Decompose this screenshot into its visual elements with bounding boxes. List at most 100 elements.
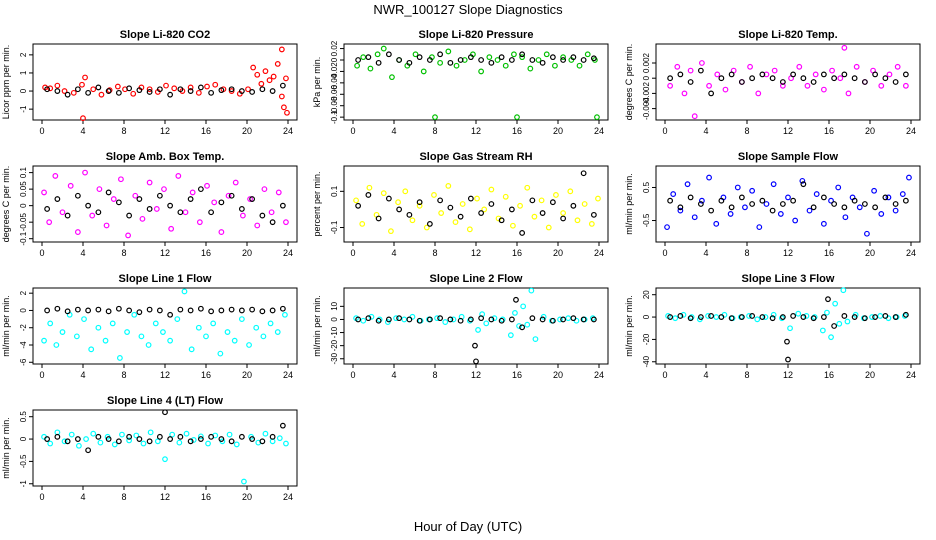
plot-frame (655, 43, 921, 121)
data-point (118, 176, 124, 183)
data-point (677, 313, 684, 319)
x-tick-label: 12 (783, 370, 793, 380)
series-gas (42, 61, 290, 116)
data-point (667, 75, 674, 82)
data-point (254, 71, 261, 78)
data-point (560, 57, 567, 63)
data-point (105, 189, 112, 196)
data-point (44, 436, 51, 442)
data-point (502, 193, 509, 200)
data-point (395, 199, 402, 206)
x-tick-label: 16 (201, 126, 211, 136)
data-point (674, 63, 681, 70)
data-point (279, 305, 286, 312)
data-point (47, 85, 54, 92)
panel-title: Slope Line 4 (LT) Flow (107, 395, 223, 407)
y-tick-label: -4 (19, 341, 28, 349)
data-point (580, 57, 587, 63)
data-point (434, 315, 440, 322)
y-axis-label: ml/min per min. (312, 295, 322, 357)
y-tick-label: 0 (642, 75, 651, 80)
data-point (513, 296, 519, 303)
data-point (389, 74, 395, 81)
y-tick-label: -0.004 (642, 97, 651, 120)
data-point (836, 320, 843, 327)
y-tick-label: -1 (19, 105, 28, 113)
data-point (718, 75, 725, 82)
data-point (406, 316, 413, 323)
y-tick-label: 20 (642, 290, 651, 299)
x-tick-label: 24 (906, 126, 916, 136)
panel-li820-temp: Slope Li-820 Temp. degrees C per min. 0 4 8 1… (624, 29, 921, 136)
data-point (570, 54, 577, 61)
data-point (284, 109, 290, 116)
x-tick-label: 12 (160, 126, 170, 136)
data-point (570, 315, 577, 322)
x-tick-label: 8 (744, 248, 749, 258)
data-point (64, 91, 71, 98)
data-point (820, 86, 827, 93)
data-point (872, 314, 879, 320)
data-point (851, 75, 858, 82)
x-tick-label: 8 (121, 492, 126, 502)
data-point (218, 436, 225, 442)
data-point (539, 210, 546, 216)
data-point (233, 441, 240, 448)
data-point (437, 197, 444, 204)
data-point (687, 67, 694, 74)
data-point (595, 195, 601, 202)
data-point (145, 342, 152, 348)
series-reference (355, 51, 597, 66)
data-point (162, 456, 168, 463)
data-point (769, 315, 776, 322)
data-point (872, 71, 879, 78)
data-point (831, 75, 838, 82)
y-tick-label: 0.02 (330, 40, 339, 56)
data-point (412, 51, 419, 58)
data-point (171, 85, 178, 92)
data-point (795, 310, 802, 317)
x-tick-label: 8 (121, 126, 126, 136)
data-point (431, 192, 437, 198)
x-tick-label: 0 (350, 126, 355, 136)
data-point (820, 194, 827, 201)
data-point (89, 212, 96, 219)
y-tick-label: 0 (330, 317, 339, 322)
data-point (177, 306, 184, 313)
data-point (366, 184, 373, 191)
data-point (728, 315, 735, 322)
data-point (174, 316, 181, 322)
data-point (810, 79, 817, 85)
data-point (146, 438, 153, 445)
data-point (718, 314, 725, 320)
series-gas (353, 287, 596, 343)
data-point (450, 316, 457, 323)
data-point (488, 186, 495, 193)
data-point (218, 199, 225, 206)
data-point (74, 229, 81, 235)
panel-line3-flow: Slope Line 3 Flow ml/min per min. 0 4 8 12 16 2… (624, 273, 921, 380)
data-point (182, 209, 189, 216)
data-point (374, 51, 381, 58)
data-point (238, 206, 245, 212)
data-point (892, 79, 899, 85)
data-point (680, 311, 687, 318)
data-point (267, 320, 274, 327)
data-point (167, 337, 174, 344)
data-point (457, 57, 464, 63)
data-point (864, 230, 870, 237)
data-point (885, 194, 892, 201)
y-tick-label: 2 (19, 52, 28, 57)
series-gas (664, 174, 912, 237)
data-point (871, 187, 877, 194)
x-tick-label: 12 (160, 492, 170, 502)
y-tick-label: -0.02 (330, 62, 339, 81)
data-point (882, 75, 889, 82)
data-point (467, 54, 474, 61)
data-point (705, 313, 711, 319)
data-point (44, 206, 51, 212)
panel-title: Slope Gas Stream RH (419, 151, 532, 163)
data-point (902, 311, 909, 318)
data-point (718, 197, 725, 204)
data-point (406, 211, 413, 218)
